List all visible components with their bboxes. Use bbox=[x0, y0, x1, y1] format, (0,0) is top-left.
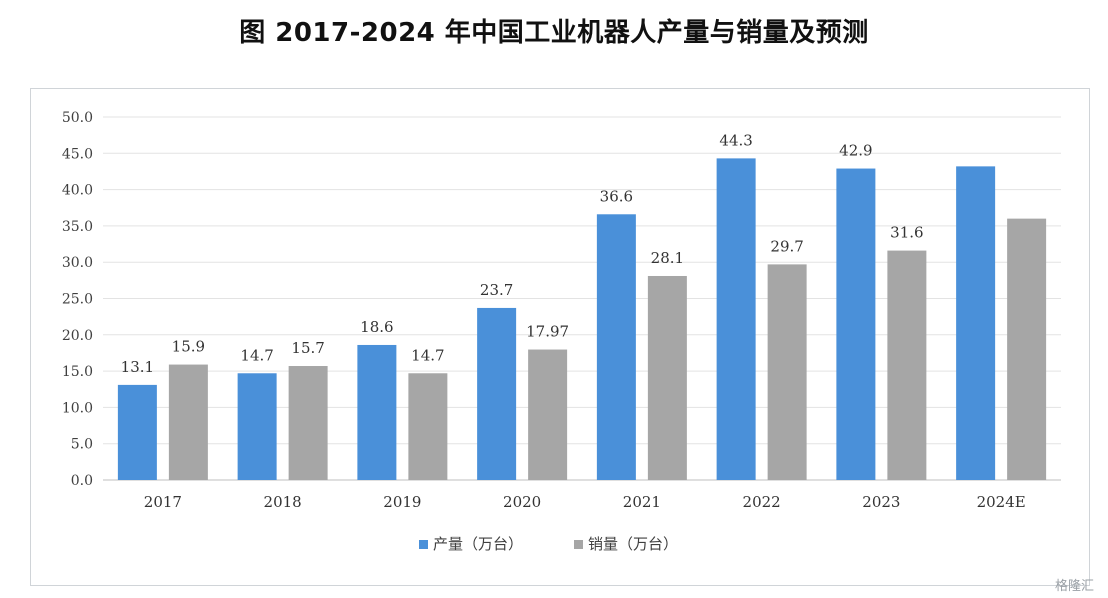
sales-bar bbox=[647, 275, 687, 480]
data-label: 14.7 bbox=[411, 346, 444, 364]
data-label: 28.1 bbox=[651, 249, 684, 267]
sales-bar bbox=[528, 349, 568, 480]
chart-title: 图 2017-2024 年中国工业机器人产量与销量及预测 bbox=[239, 18, 869, 48]
sales-bar bbox=[408, 373, 448, 480]
x-tick-label: 2020 bbox=[503, 493, 541, 511]
x-tick-label: 2017 bbox=[144, 493, 182, 511]
x-tick-label: 2023 bbox=[862, 493, 900, 511]
y-tick-label: 45.0 bbox=[62, 146, 93, 162]
y-tick-label: 50.0 bbox=[62, 110, 93, 126]
production-bar bbox=[477, 307, 517, 480]
x-tick-label: 2022 bbox=[743, 493, 781, 511]
y-tick-label: 5.0 bbox=[71, 437, 93, 453]
data-label: 14.7 bbox=[240, 346, 273, 364]
data-label: 23.7 bbox=[480, 281, 513, 299]
sales-bar bbox=[887, 250, 927, 480]
legend-swatch bbox=[419, 540, 428, 549]
data-label: 42.9 bbox=[839, 142, 872, 160]
x-axis-ticks: 2017 2018 2019 2020 2021 2022 2023 2024E bbox=[144, 493, 1026, 511]
production-bar bbox=[357, 344, 397, 480]
bar-chart: 0.0 5.0 10.0 15.0 20.0 25.0 30.0 35.0 40.0 45.0 50… bbox=[62, 110, 1061, 553]
production-bar bbox=[836, 168, 876, 480]
data-label: 17.97 bbox=[526, 323, 569, 341]
x-tick-label: 2018 bbox=[264, 493, 302, 511]
y-tick-label: 10.0 bbox=[62, 400, 93, 416]
sales-bar bbox=[288, 366, 328, 480]
y-tick-label: 35.0 bbox=[62, 219, 93, 235]
y-tick-label: 15.0 bbox=[62, 364, 93, 380]
y-tick-label: 30.0 bbox=[62, 255, 93, 271]
y-tick-label: 20.0 bbox=[62, 328, 93, 344]
y-tick-label: 0.0 bbox=[71, 473, 93, 489]
sales-bar bbox=[767, 264, 807, 480]
watermark-logo: 格隆汇 bbox=[1054, 579, 1094, 594]
y-tick-label: 25.0 bbox=[62, 292, 93, 308]
production-bar bbox=[237, 373, 277, 480]
chart-frame: 0.0 5.0 10.0 15.0 20.0 25.0 30.0 35.0 40.0 45.0 50… bbox=[30, 88, 1090, 586]
data-label: 31.6 bbox=[890, 224, 923, 242]
data-label: 44.3 bbox=[719, 131, 752, 149]
production-bar bbox=[596, 214, 636, 480]
data-label: 29.7 bbox=[770, 237, 803, 255]
data-label: 36.6 bbox=[600, 187, 633, 205]
bars bbox=[117, 158, 1047, 481]
legend-label: 产量（万台） bbox=[433, 535, 523, 553]
y-tick-label: 40.0 bbox=[62, 183, 93, 199]
sales-bar bbox=[1007, 218, 1047, 480]
x-tick-label: 2021 bbox=[623, 493, 661, 511]
data-labels: 13.1 15.9 14.7 15.7 18.6 14.7 23.7 17.97 36.6 28.… bbox=[121, 131, 924, 376]
legend: 产量（万台） 销量（万台） bbox=[419, 535, 678, 553]
y-axis-ticks: 0.0 5.0 10.0 15.0 20.0 25.0 30.0 35.0 40.0 45.0 50… bbox=[62, 110, 93, 489]
x-tick-label: 2019 bbox=[383, 493, 421, 511]
legend-label: 销量（万台） bbox=[588, 535, 678, 553]
production-bar bbox=[716, 158, 756, 480]
sales-bar bbox=[168, 364, 208, 480]
data-label: 15.7 bbox=[291, 339, 324, 357]
x-tick-label: 2024E bbox=[977, 493, 1026, 511]
data-label: 18.6 bbox=[360, 318, 393, 336]
data-label: 15.9 bbox=[172, 338, 205, 356]
production-bar bbox=[956, 166, 996, 481]
data-label: 13.1 bbox=[121, 358, 154, 376]
production-bar bbox=[117, 384, 157, 480]
legend-swatch bbox=[574, 540, 583, 549]
